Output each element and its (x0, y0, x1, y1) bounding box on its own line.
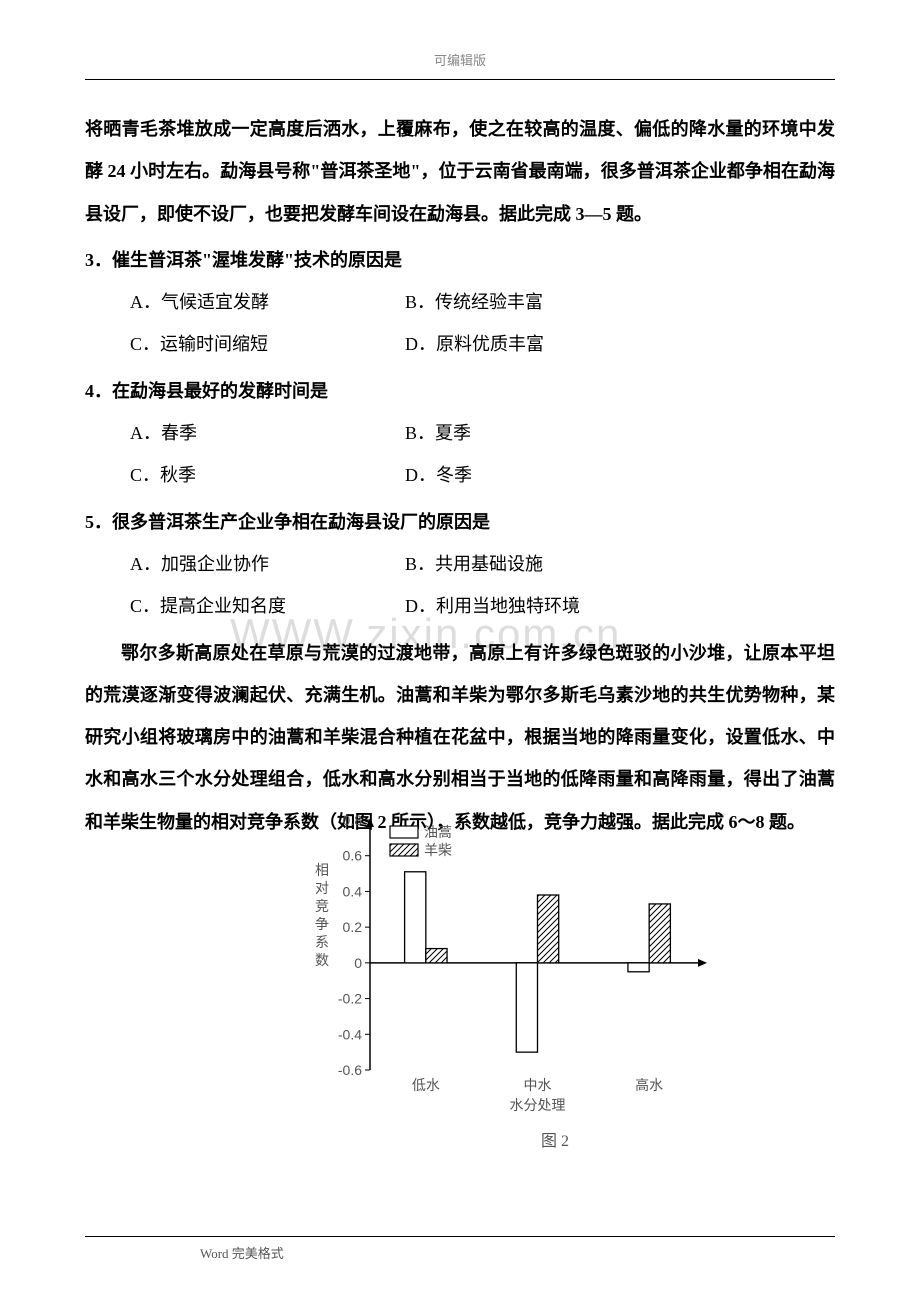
q3-options: A．气候适宜发酵 B．传统经验丰富 C．运输时间缩短 D．原料优质丰富 (85, 281, 835, 366)
svg-text:低水: 低水 (412, 1078, 440, 1094)
bar-chart: -0.6 -0.4 -0.2 0 0.2 0.4 0.6 0.8 相对竞争系数低水 中水 高水水分处… (275, 805, 715, 1125)
svg-text:-0.4: -0.4 (338, 1026, 362, 1042)
svg-text:数: 数 (315, 953, 329, 969)
svg-text:相: 相 (315, 863, 329, 879)
q5-opt-c: C．提高企业知名度 (130, 585, 405, 627)
q5-options: A．加强企业协作 B．共用基础设施 C．提高企业知名度 D．利用当地独特环境 (85, 543, 835, 628)
q3-opt-b: B．传统经验丰富 (405, 281, 543, 323)
q5-opt-b: B．共用基础设施 (405, 543, 543, 585)
page-footer: Word 完美格式 (200, 1243, 284, 1262)
svg-text:争: 争 (315, 917, 329, 933)
q4-opt-b: B．夏季 (405, 412, 471, 454)
svg-text:0: 0 (354, 955, 362, 971)
svg-text:竞: 竞 (315, 898, 329, 915)
svg-text:系: 系 (315, 935, 329, 951)
svg-text:-0.2: -0.2 (338, 991, 362, 1007)
q3-title: 3．催生普洱茶"渥堆发酵"技术的原因是 (85, 239, 835, 281)
intro-paragraph: 将晒青毛茶堆放成一定高度后洒水，上覆麻布，使之在较高的温度、偏低的降水量的环境中… (85, 108, 835, 235)
q5-opt-a: A．加强企业协作 (130, 543, 405, 585)
q3-opt-a: A．气候适宜发酵 (130, 281, 405, 323)
q5-opt-d: D．利用当地独特环境 (405, 585, 580, 627)
svg-text:羊柴: 羊柴 (424, 843, 452, 859)
q5-title: 5．很多普洱茶生产企业争相在勐海县设厂的原因是 (85, 501, 835, 543)
svg-text:水分处理: 水分处理 (510, 1098, 566, 1114)
svg-text:油蒿: 油蒿 (424, 825, 452, 841)
svg-text:中水: 中水 (524, 1078, 552, 1094)
svg-text:对: 对 (315, 881, 329, 897)
svg-text:0.2: 0.2 (343, 919, 363, 935)
svg-text:0.4: 0.4 (343, 883, 363, 899)
page-header: 可编辑版 (85, 50, 835, 69)
q3-opt-c: C．运输时间缩短 (130, 323, 405, 365)
chart-area: -0.6 -0.4 -0.2 0 0.2 0.4 0.6 0.8 相对竞争系数低水 中水 高水水分处… (275, 805, 835, 1151)
footer-rule (85, 1236, 835, 1237)
q3-opt-d: D．原料优质丰富 (405, 323, 544, 365)
q4-options: A．春季 B．夏季 C．秋季 D．冬季 (85, 412, 835, 497)
svg-text:-0.6: -0.6 (338, 1062, 362, 1078)
q4-title: 4．在勐海县最好的发酵时间是 (85, 370, 835, 412)
q4-opt-d: D．冬季 (405, 454, 472, 496)
svg-text:0.6: 0.6 (343, 848, 363, 864)
svg-text:0.8: 0.8 (343, 812, 363, 828)
header-rule (85, 79, 835, 80)
chart-caption: 图 2 (275, 1127, 835, 1151)
q4-opt-a: A．春季 (130, 412, 405, 454)
svg-text:高水: 高水 (635, 1077, 663, 1094)
q4-opt-c: C．秋季 (130, 454, 405, 496)
